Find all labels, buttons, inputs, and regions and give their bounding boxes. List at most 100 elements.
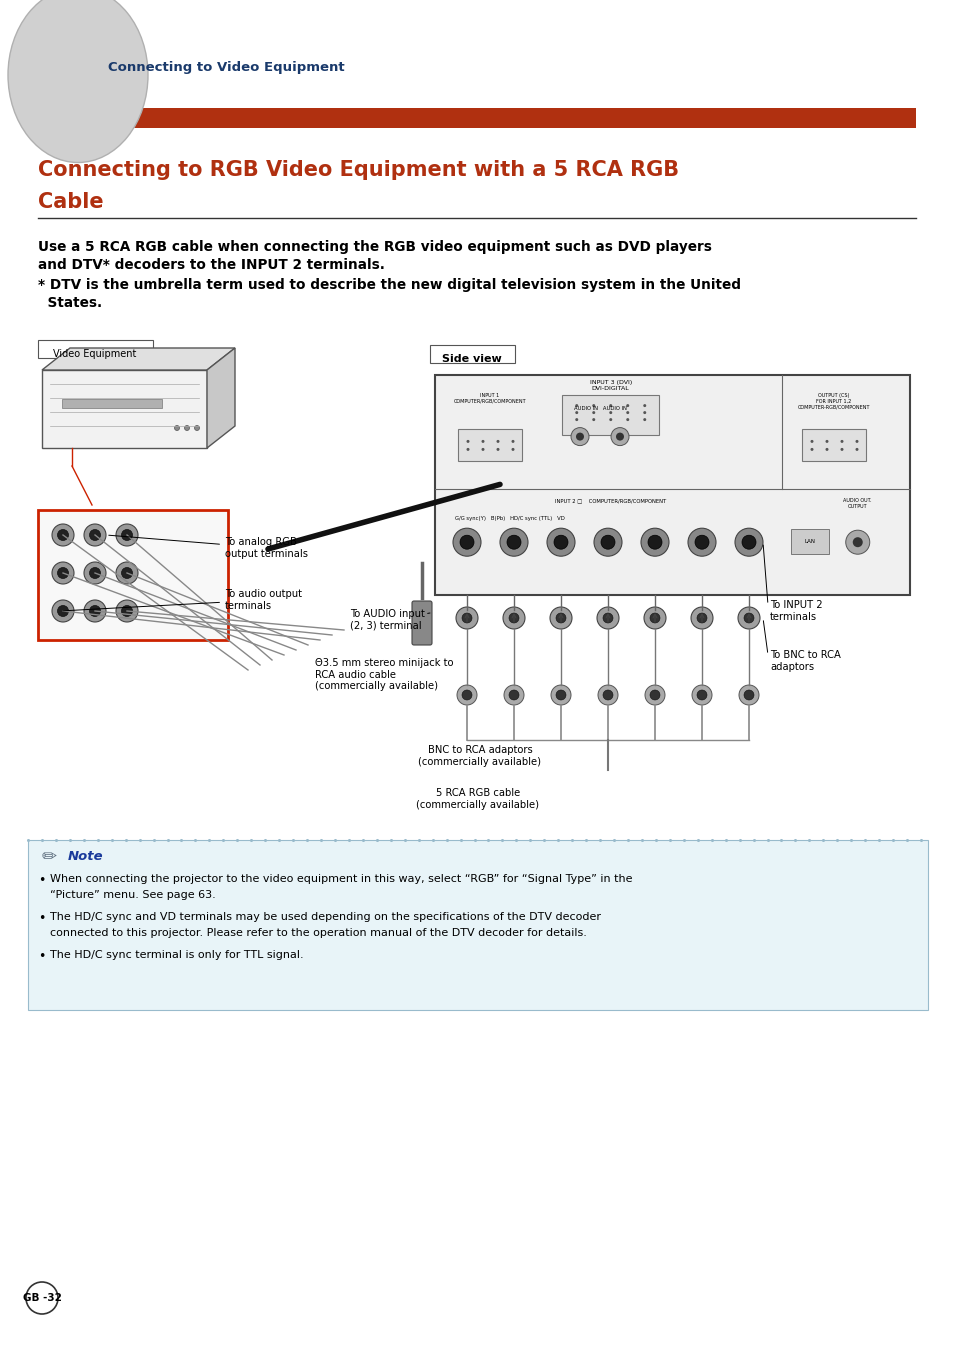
Circle shape xyxy=(496,448,499,451)
Circle shape xyxy=(610,428,628,446)
Text: INPUT 3 (DVI)
DVI-DIGITAL: INPUT 3 (DVI) DVI-DIGITAL xyxy=(589,380,631,390)
Text: To INPUT 2
terminals: To INPUT 2 terminals xyxy=(769,600,821,622)
Bar xyxy=(62,398,162,408)
Circle shape xyxy=(649,690,659,700)
Circle shape xyxy=(852,537,862,548)
Circle shape xyxy=(592,404,595,406)
Text: AUDIO IN   AUDIO IN: AUDIO IN AUDIO IN xyxy=(573,405,626,411)
Circle shape xyxy=(687,528,716,556)
Circle shape xyxy=(690,607,712,629)
Circle shape xyxy=(481,448,484,451)
Circle shape xyxy=(697,612,706,623)
Circle shape xyxy=(571,428,588,446)
Text: GB -32: GB -32 xyxy=(23,1294,61,1303)
Text: AUDIO OUT.
OUTPUT: AUDIO OUT. OUTPUT xyxy=(842,498,871,509)
Bar xyxy=(28,840,927,1010)
Circle shape xyxy=(121,568,132,579)
Circle shape xyxy=(855,440,858,443)
Circle shape xyxy=(511,440,514,443)
Circle shape xyxy=(649,612,659,623)
Circle shape xyxy=(697,690,706,700)
FancyBboxPatch shape xyxy=(561,394,659,435)
Circle shape xyxy=(743,612,753,623)
Text: ✏: ✏ xyxy=(42,848,57,865)
Text: To BNC to RCA
adaptors: To BNC to RCA adaptors xyxy=(769,650,840,672)
Polygon shape xyxy=(42,370,207,448)
Circle shape xyxy=(734,528,762,556)
Circle shape xyxy=(84,600,106,622)
Circle shape xyxy=(84,524,106,546)
Text: The HD/C sync terminal is only for TTL signal.: The HD/C sync terminal is only for TTL s… xyxy=(50,950,303,960)
Text: BNC to RCA adaptors
(commercially available): BNC to RCA adaptors (commercially availa… xyxy=(418,744,541,767)
Circle shape xyxy=(597,607,618,629)
Text: Note: Note xyxy=(68,851,104,863)
Text: •: • xyxy=(38,874,46,887)
Circle shape xyxy=(174,425,179,431)
Circle shape xyxy=(466,448,469,451)
Text: The HD/C sync and VD terminals may be used depending on the specifications of th: The HD/C sync and VD terminals may be us… xyxy=(50,913,600,922)
Circle shape xyxy=(625,411,629,415)
Bar xyxy=(430,345,515,363)
Circle shape xyxy=(741,536,755,549)
Text: Θ3.5 mm stereo minijack to
RCA audio cable
(commercially available): Θ3.5 mm stereo minijack to RCA audio cab… xyxy=(314,658,453,692)
Bar xyxy=(791,529,828,555)
Circle shape xyxy=(840,440,842,443)
Circle shape xyxy=(640,528,668,556)
Circle shape xyxy=(554,536,567,549)
Circle shape xyxy=(496,440,499,443)
Circle shape xyxy=(600,536,615,549)
Circle shape xyxy=(453,528,480,556)
Circle shape xyxy=(90,568,100,579)
Circle shape xyxy=(643,607,665,629)
Circle shape xyxy=(90,529,100,541)
Circle shape xyxy=(121,606,132,616)
FancyBboxPatch shape xyxy=(412,602,432,645)
Text: States.: States. xyxy=(38,296,102,310)
Circle shape xyxy=(121,529,132,541)
Circle shape xyxy=(598,685,618,705)
Circle shape xyxy=(511,448,514,451)
Circle shape xyxy=(84,563,106,584)
Circle shape xyxy=(506,536,520,549)
Circle shape xyxy=(609,404,612,406)
Circle shape xyxy=(57,529,69,541)
Circle shape xyxy=(503,685,523,705)
Circle shape xyxy=(461,612,472,623)
Circle shape xyxy=(695,536,708,549)
Text: •: • xyxy=(38,913,46,925)
Circle shape xyxy=(52,563,74,584)
Circle shape xyxy=(502,607,524,629)
Circle shape xyxy=(824,448,827,451)
Text: LAN: LAN xyxy=(804,540,815,544)
Ellipse shape xyxy=(8,0,148,163)
Circle shape xyxy=(602,690,613,700)
Circle shape xyxy=(461,690,472,700)
Circle shape xyxy=(194,425,199,431)
Circle shape xyxy=(26,1281,58,1314)
Circle shape xyxy=(616,432,623,440)
Circle shape xyxy=(602,612,613,623)
Circle shape xyxy=(647,536,661,549)
Text: When connecting the projector to the video equipment in this way, select “RGB” f: When connecting the projector to the vid… xyxy=(50,874,632,884)
Circle shape xyxy=(642,411,645,415)
Text: Connecting to RGB Video Equipment with a 5 RCA RGB: Connecting to RGB Video Equipment with a… xyxy=(38,160,679,180)
Text: Cable: Cable xyxy=(38,192,104,213)
Bar xyxy=(38,341,152,358)
Circle shape xyxy=(824,440,827,443)
Circle shape xyxy=(609,411,612,415)
Circle shape xyxy=(810,440,813,443)
Circle shape xyxy=(575,419,578,421)
Circle shape xyxy=(594,528,621,556)
Circle shape xyxy=(556,612,565,623)
Circle shape xyxy=(625,419,629,421)
Text: INPUT 2 □    COMPUTER/RGB/COMPONENT: INPUT 2 □ COMPUTER/RGB/COMPONENT xyxy=(555,498,666,503)
Circle shape xyxy=(509,612,518,623)
Circle shape xyxy=(57,568,69,579)
Circle shape xyxy=(456,685,476,705)
Circle shape xyxy=(576,432,583,440)
Bar xyxy=(38,510,228,639)
Text: •: • xyxy=(38,950,46,962)
Circle shape xyxy=(466,440,469,443)
Circle shape xyxy=(90,606,100,616)
Text: and DTV* decoders to the INPUT 2 terminals.: and DTV* decoders to the INPUT 2 termina… xyxy=(38,258,384,272)
